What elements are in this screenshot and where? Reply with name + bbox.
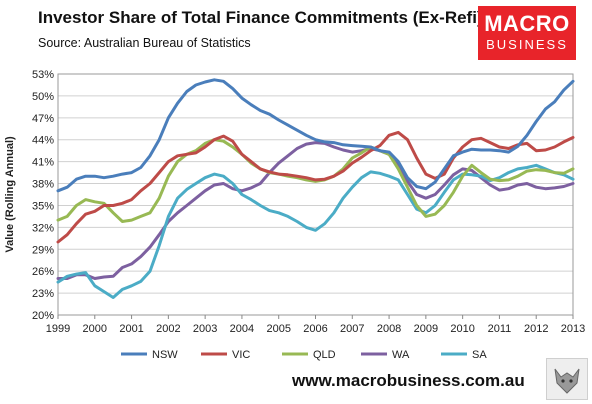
chart-title: Investor Share of Total Finance Commitme… bbox=[38, 8, 483, 27]
y-tick-label: 41% bbox=[32, 157, 54, 169]
y-tick-label: 32% bbox=[32, 222, 54, 234]
y-tick-label: 35% bbox=[32, 200, 54, 212]
legend-label-wa: WA bbox=[392, 349, 410, 361]
wolf-badge-icon bbox=[546, 358, 588, 400]
website-url: www.macrobusiness.com.au bbox=[292, 371, 525, 390]
y-tick-label: 20% bbox=[32, 310, 54, 322]
y-axis-label: Value (Rolling Annual) bbox=[4, 136, 16, 253]
x-tick-label: 2004 bbox=[230, 323, 254, 335]
series-line-wa bbox=[56, 141, 575, 280]
x-tick-label: 2007 bbox=[340, 323, 364, 335]
x-tick-label: 2013 bbox=[561, 323, 585, 335]
macrobusiness-logo: MACRO BUSINESS bbox=[478, 6, 576, 60]
legend-label-vic: VIC bbox=[232, 349, 250, 361]
x-tick-label: 2006 bbox=[303, 323, 327, 335]
series-line-nsw bbox=[56, 78, 575, 193]
x-tick-label: 2008 bbox=[377, 323, 401, 335]
x-tick-label: 2003 bbox=[193, 323, 217, 335]
x-tick-label: 2012 bbox=[524, 323, 548, 335]
chart-subtitle: Source: Australian Bureau of Statistics bbox=[38, 36, 251, 50]
y-tick-label: 29% bbox=[32, 244, 54, 256]
legend-label-sa: SA bbox=[472, 349, 487, 361]
series-line-vic bbox=[56, 130, 575, 244]
y-tick-label: 38% bbox=[32, 179, 54, 191]
y-tick-label: 23% bbox=[32, 288, 54, 300]
series-line-sa bbox=[56, 163, 575, 299]
logo-line-1: MACRO bbox=[484, 11, 570, 36]
y-tick-label: 53% bbox=[32, 69, 54, 81]
x-tick-label: 2010 bbox=[450, 323, 474, 335]
x-tick-label: 2005 bbox=[266, 323, 290, 335]
x-tick-label: 2002 bbox=[156, 323, 180, 335]
y-tick-label: 26% bbox=[32, 266, 54, 278]
x-tick-label: 2001 bbox=[119, 323, 143, 335]
legend-label-nsw: NSW bbox=[152, 349, 178, 361]
y-tick-label: 47% bbox=[32, 113, 54, 125]
y-tick-label: 50% bbox=[32, 91, 54, 103]
x-tick-label: 2011 bbox=[488, 323, 512, 335]
x-tick-label: 2000 bbox=[83, 323, 107, 335]
legend-label-qld: QLD bbox=[313, 349, 336, 361]
y-tick-label: 44% bbox=[32, 135, 54, 147]
x-tick-label: 1999 bbox=[46, 323, 70, 335]
logo-line-2: BUSINESS bbox=[486, 37, 568, 52]
x-tick-label: 2009 bbox=[414, 323, 438, 335]
